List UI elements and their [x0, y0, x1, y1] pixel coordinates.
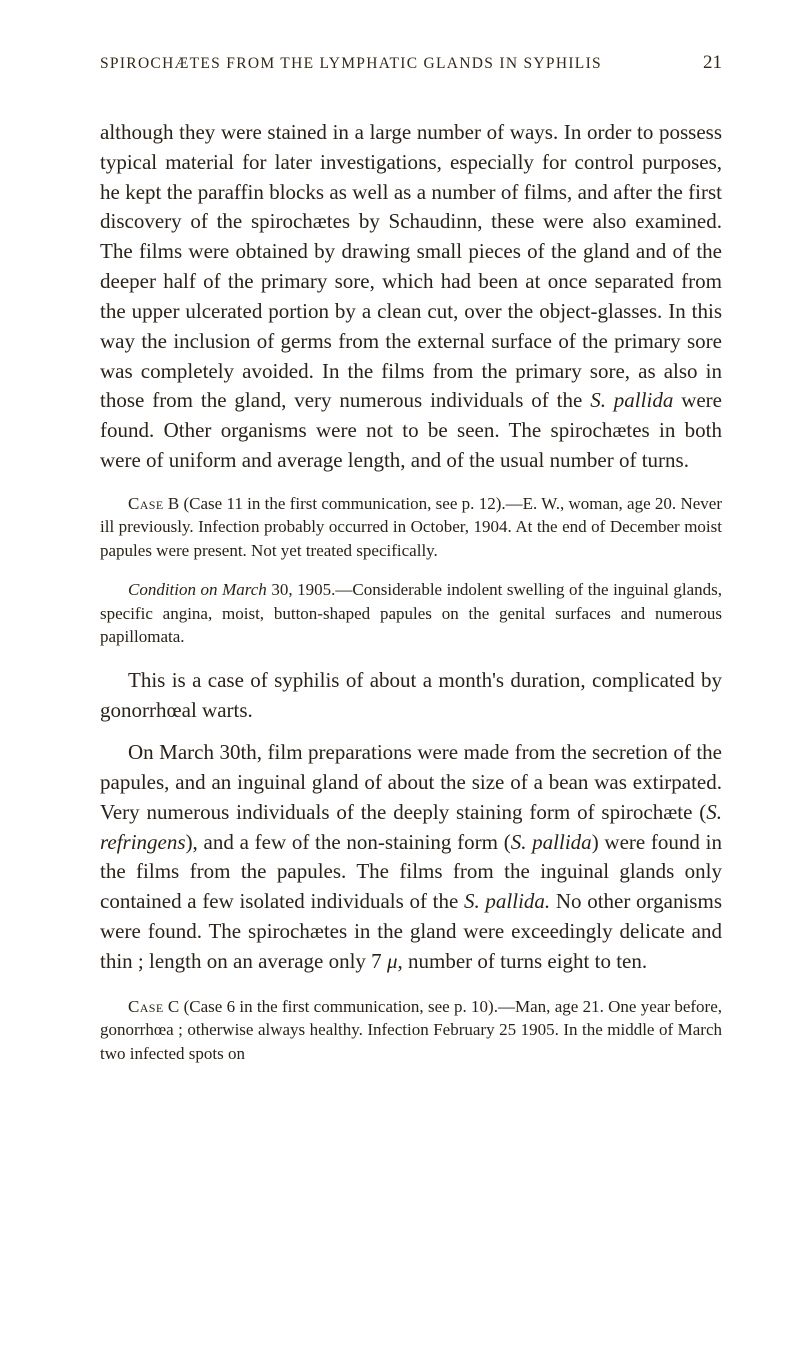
- condition-label: Condition on March: [128, 580, 267, 599]
- para2b-mid: ), and a few of the non-staining form (: [186, 830, 511, 854]
- body-paragraph-2a: This is a case of syphilis of about a mo…: [100, 666, 722, 726]
- para2b-tail3: , number of turns eight to ten.: [397, 949, 647, 973]
- species-s-pallida: S. pallida: [590, 388, 673, 412]
- body-paragraph-1: although they were stained in a large nu…: [100, 118, 722, 476]
- body-paragraph-2b: On March 30th, film preparations were ma…: [100, 738, 722, 977]
- running-head-title: SPIROCHÆTES FROM THE LYMPHATIC GLANDS IN…: [100, 55, 602, 73]
- para2a-text: This is a case of syphilis of about a mo…: [100, 668, 722, 722]
- page-number: 21: [703, 52, 722, 74]
- case-b-label: Case: [128, 494, 164, 513]
- para2b-head: On March 30th, film preparations were ma…: [100, 740, 722, 824]
- case-c-label: Case: [128, 997, 164, 1016]
- species-s-pallida-3: S. pallida.: [464, 889, 550, 913]
- page: SPIROCHÆTES FROM THE LYMPHATIC GLANDS IN…: [0, 0, 800, 1346]
- case-b-paragraph: Case B (Case 11 in the first communicati…: [100, 492, 722, 562]
- mu-symbol: μ: [387, 949, 398, 973]
- species-s-pallida-2: S. pallida: [511, 830, 592, 854]
- para1-text: although they were stained in a large nu…: [100, 120, 722, 412]
- case-b-condition: Condition on March 30, 1905.—Considerabl…: [100, 578, 722, 648]
- case-c-text: C (Case 6 in the first communication, se…: [100, 997, 722, 1063]
- case-c-paragraph: Case C (Case 6 in the first communicatio…: [100, 995, 722, 1065]
- running-head: SPIROCHÆTES FROM THE LYMPHATIC GLANDS IN…: [100, 52, 722, 74]
- case-b-text: B (Case 11 in the first communication, s…: [100, 494, 722, 560]
